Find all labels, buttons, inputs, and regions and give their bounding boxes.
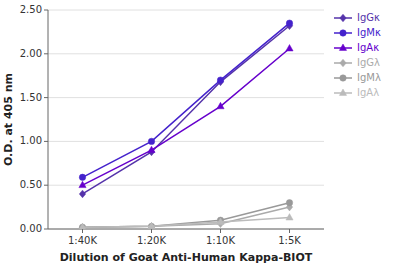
- plot-area: [79, 20, 293, 229]
- series-line: [83, 23, 290, 177]
- data-point: [286, 45, 293, 51]
- legend-item: IgMκ: [334, 27, 381, 38]
- legend: IgGκ IgMκ IgAκ IgGλ IgMλ IgAλ: [334, 12, 381, 98]
- y-tick-label: 0.00: [20, 223, 42, 234]
- legend-item: IgMλ: [334, 72, 381, 83]
- y-tick-label: 1.50: [20, 92, 42, 103]
- legend-marker: [340, 75, 346, 81]
- y-axis-line: [48, 10, 49, 229]
- x-tick: [220, 229, 221, 233]
- y-tick: [44, 141, 48, 142]
- legend-marker: [340, 59, 346, 67]
- y-tick: [44, 185, 48, 186]
- series-line: [83, 49, 290, 186]
- series-line: [83, 218, 290, 228]
- x-axis-line: [48, 229, 324, 230]
- grid-line: [48, 229, 324, 230]
- legend-item: IgGκ: [334, 12, 380, 23]
- data-point: [148, 146, 155, 152]
- data-point: [217, 102, 224, 108]
- y-tick: [44, 97, 48, 98]
- y-tick: [44, 10, 48, 11]
- legend-label: IgMκ: [357, 27, 381, 38]
- x-tick: [151, 229, 152, 233]
- legend-item: IgAλ: [334, 87, 379, 98]
- data-point: [79, 181, 86, 187]
- legend-label: IgGλ: [357, 57, 380, 68]
- x-axis: 1:40K 1:20K 1:10K 1:5K: [68, 229, 301, 246]
- data-point: [79, 223, 85, 229]
- data-point: [148, 138, 154, 144]
- legend-marker: [340, 14, 346, 22]
- grid-line: [48, 10, 324, 11]
- x-tick: [289, 229, 290, 233]
- data-point: [79, 223, 86, 229]
- legend-marker: [339, 44, 346, 50]
- grid-line: [48, 185, 324, 186]
- data-point: [217, 77, 223, 83]
- legend-marker: [340, 30, 346, 36]
- x-tick-label: 1:10K: [206, 235, 235, 246]
- data-point: [286, 20, 292, 26]
- grid-line: [48, 141, 324, 142]
- data-point: [148, 223, 154, 229]
- legend-label: IgMλ: [357, 72, 381, 83]
- x-tick-label: 1:40K: [68, 235, 97, 246]
- legend-item: IgAκ: [334, 42, 379, 53]
- y-tick-label: 1.00: [20, 135, 42, 146]
- y-tick: [44, 229, 48, 230]
- x-tick-label: 1:5K: [278, 235, 301, 246]
- data-point: [217, 218, 224, 224]
- legend-marker: [339, 89, 346, 95]
- data-point: [286, 200, 292, 206]
- x-tick-label: 1:20K: [137, 235, 166, 246]
- chart: 0.000.501.001.502.002.501:40K1:20K1:10K1…: [0, 0, 400, 267]
- legend-label: IgGκ: [357, 12, 380, 23]
- data-point: [286, 214, 293, 220]
- y-tick-label: 0.50: [20, 179, 42, 190]
- legend-label: IgAλ: [357, 87, 379, 98]
- legend-label: IgAκ: [357, 42, 379, 53]
- y-tick: [44, 53, 48, 54]
- y-tick-label: 2.50: [20, 4, 42, 15]
- x-tick: [82, 229, 83, 233]
- y-axis: 0.00 0.50 1.00 1.50 2.00 2.50: [20, 4, 324, 234]
- data-point: [148, 222, 155, 228]
- legend-item: IgGλ: [334, 57, 380, 68]
- y-tick-label: 2.00: [20, 48, 42, 59]
- series-line: [83, 203, 290, 228]
- data-point: [217, 217, 223, 223]
- y-axis-label: O.D. at 405 nm: [2, 73, 15, 166]
- data-point: [79, 174, 85, 180]
- chart-container: 0.000.501.001.502.002.501:40K1:20K1:10K1…: [0, 0, 400, 267]
- data-point: [79, 190, 85, 198]
- x-axis-label: Dilution of Goat Anti-Human Kappa-BIOT: [60, 251, 313, 264]
- grid-line: [48, 97, 324, 98]
